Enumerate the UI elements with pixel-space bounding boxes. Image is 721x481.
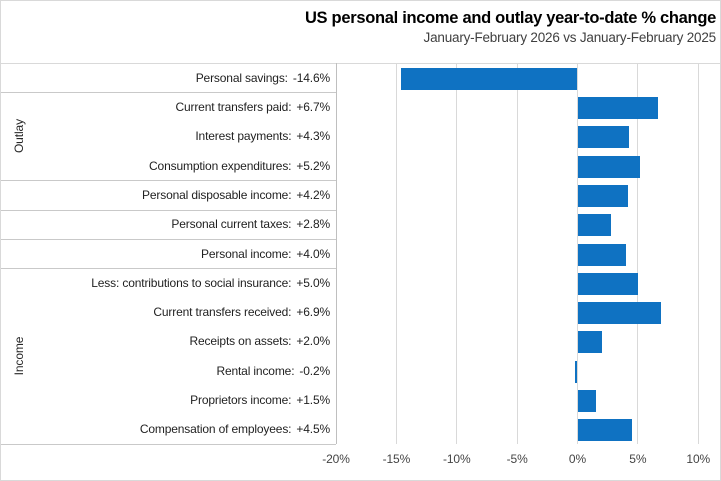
category-separator-line — [1, 209, 336, 211]
category-label-row: Less: contributions to social insurance:… — [1, 268, 330, 297]
chart-subtitle: January-February 2026 vs January-Februar… — [423, 29, 717, 45]
category-axis-bottom-line — [1, 444, 336, 445]
category-label: Personal income: — [201, 246, 292, 261]
category-value: +5.0% — [296, 275, 330, 290]
category-value: +6.9% — [296, 305, 330, 320]
category-label: Receipts on assets: — [189, 334, 292, 349]
category-label: Personal disposable income: — [142, 187, 292, 202]
bar-consumption-expenditures — [577, 155, 641, 178]
gridline — [456, 63, 458, 444]
bar-proprietors-income — [577, 390, 596, 413]
category-label: Compensation of employees: — [139, 422, 292, 437]
bar-less-contributions-to-social-insurance — [577, 272, 638, 295]
category-label-row: Personal savings: -14.6% — [1, 63, 330, 92]
category-value: +6.7% — [296, 99, 330, 114]
category-value: +4.2% — [296, 187, 330, 202]
gridline — [516, 63, 518, 444]
bar-current-transfers-received — [577, 302, 661, 325]
category-label-row: Personal current taxes: +2.8% — [1, 210, 330, 239]
bar-compensation-of-employees — [577, 419, 632, 442]
gridline — [697, 63, 699, 444]
x-tick-label: -5% — [506, 452, 528, 466]
bar-personal-current-taxes — [577, 214, 612, 237]
bar-personal-savings — [401, 67, 578, 90]
category-label: Rental income: — [216, 363, 295, 378]
bar-personal-disposable-income — [577, 184, 629, 207]
category-label: Current transfers paid: — [175, 99, 292, 114]
plot-top-border — [1, 63, 720, 64]
category-value: +2.8% — [296, 217, 330, 232]
group-label-income: Income — [12, 336, 26, 376]
category-separator-line — [1, 180, 336, 182]
x-tick-label: 5% — [629, 452, 647, 466]
category-label-row: Personal income: +4.0% — [1, 239, 330, 268]
chart-title: US personal income and outlay year-to-da… — [304, 9, 716, 27]
bar-personal-income — [577, 243, 626, 266]
category-label-row: Rental income: -0.2% — [1, 356, 330, 385]
category-value: -14.6% — [292, 70, 330, 85]
category-label-row: Personal disposable income: +4.2% — [1, 180, 330, 209]
category-value: -0.2% — [299, 363, 330, 378]
category-axis-line — [336, 63, 337, 444]
x-tick-label: 0% — [568, 452, 587, 466]
category-label: Interest payments: — [195, 129, 292, 144]
bar-receipts-on-assets — [577, 331, 602, 354]
bar-current-transfers-paid — [577, 96, 659, 119]
title-block: US personal income and outlay year-to-da… — [305, 8, 716, 47]
gridline — [637, 63, 639, 444]
category-value: +5.2% — [296, 158, 330, 173]
category-label-row: Consumption expenditures: +5.2% — [1, 151, 330, 180]
category-label: Proprietors income: — [190, 393, 292, 408]
category-label-row: Proprietors income: +1.5% — [1, 385, 330, 414]
category-label: Less: contributions to social insurance: — [91, 275, 292, 290]
gridline — [395, 63, 397, 444]
category-value: +4.3% — [296, 129, 330, 144]
category-value: +2.0% — [296, 334, 330, 349]
category-value: +4.0% — [296, 246, 330, 261]
plot-area — [336, 63, 718, 444]
x-tick-label: -20% — [322, 452, 350, 466]
category-label-row: Compensation of employees: +4.5% — [1, 415, 330, 444]
category-separator-line — [1, 268, 336, 270]
category-separator-line — [1, 238, 336, 240]
category-separator-line — [1, 92, 336, 94]
category-label: Current transfers received: — [153, 305, 292, 320]
group-label-outlay: Outlay — [12, 119, 26, 154]
x-tick-label: -15% — [382, 452, 411, 466]
category-label: Consumption expenditures: — [149, 158, 292, 173]
x-tick-label: -10% — [442, 452, 471, 466]
bar-rental-income — [575, 360, 578, 383]
x-tick-label: 10% — [686, 452, 711, 466]
category-label: Personal savings: — [195, 70, 288, 85]
category-label-row: Current transfers received: +6.9% — [1, 297, 330, 326]
category-label: Personal current taxes: — [171, 217, 292, 232]
category-axis: Personal savings: -14.6% Current transfers… — [1, 63, 336, 445]
category-value: +4.5% — [296, 422, 330, 437]
category-value: +1.5% — [296, 393, 330, 408]
bar-interest-payments — [577, 126, 630, 149]
category-label-row: Receipts on assets: +2.0% — [1, 327, 331, 356]
category-label-row: Current transfers paid: +6.7% — [1, 92, 330, 121]
x-axis: -20% -15% -10% -5% 0% 5% 10% — [1, 452, 720, 470]
category-label-row: Interest payments: +4.3% — [1, 122, 330, 151]
